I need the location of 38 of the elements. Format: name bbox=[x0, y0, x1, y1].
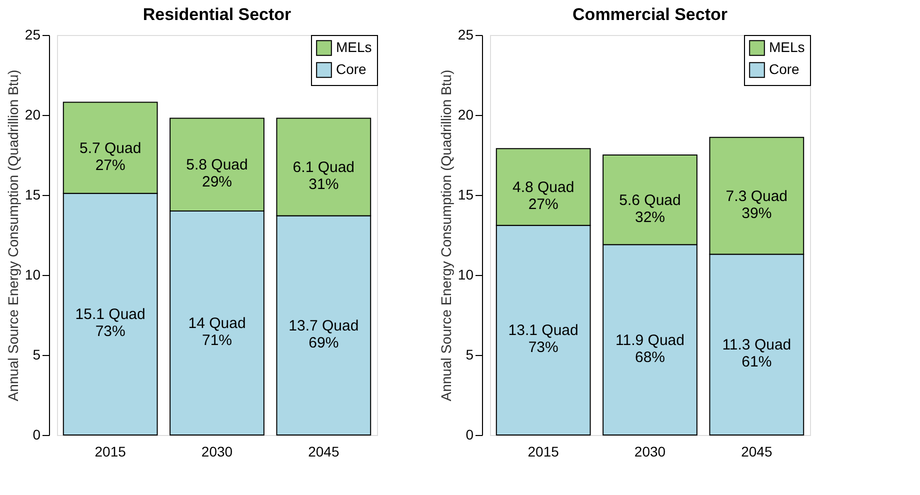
x-tick-label: 2045 bbox=[741, 444, 772, 460]
data-label: 7.3 Quad 39% bbox=[726, 188, 788, 222]
y-tick-label: 25 bbox=[458, 26, 474, 42]
y-tick-label: 0 bbox=[32, 426, 41, 442]
data-label: 13.7 Quad 69% bbox=[288, 317, 359, 352]
legend-label: MELs bbox=[769, 39, 805, 55]
data-label: 6.1 Quad 31% bbox=[292, 159, 355, 193]
y-tick-label: 5 bbox=[32, 346, 41, 362]
data-label: 11.9 Quad 68% bbox=[616, 332, 684, 366]
x-tick-label: 2030 bbox=[201, 444, 233, 460]
y-tick-label: 10 bbox=[24, 266, 41, 282]
data-label: 5.6 Quad 32% bbox=[619, 192, 681, 226]
chart-title: Commercial Sector bbox=[572, 5, 728, 24]
y-tick-label: 0 bbox=[466, 426, 474, 442]
y-tick-label: 20 bbox=[24, 106, 41, 122]
y-axis-title: Annual Source Energy Consumption (Quadrillion Btu) bbox=[4, 70, 21, 402]
data-label: 5.8 Quad 29% bbox=[186, 156, 248, 191]
data-label: 4.8 Quad 27% bbox=[512, 179, 574, 213]
x-tick-label: 2015 bbox=[94, 444, 126, 460]
data-label: 11.3 Quad 61% bbox=[722, 336, 792, 371]
x-tick-label: 2015 bbox=[528, 444, 560, 460]
x-tick-label: 2045 bbox=[308, 444, 340, 460]
data-label: 15.1 Quad 73% bbox=[75, 306, 146, 340]
data-label: 14 Quad 71% bbox=[188, 315, 246, 349]
y-axis-title: Annual Source Energy Consumption (Quadrillion Btu) bbox=[438, 70, 454, 402]
y-tick-label: 5 bbox=[466, 346, 474, 362]
y-tick-label: 20 bbox=[458, 106, 474, 122]
data-label: 5.7 Quad 27% bbox=[79, 140, 142, 174]
chart-title: Residential Sector bbox=[142, 5, 292, 24]
y-tick-label: 15 bbox=[458, 186, 474, 202]
legend-label: Core bbox=[769, 61, 800, 77]
x-tick-label: 2030 bbox=[634, 444, 666, 460]
y-tick-label: 10 bbox=[458, 266, 474, 282]
legend-label: Core bbox=[336, 61, 367, 77]
y-tick-label: 25 bbox=[24, 26, 41, 42]
data-label: 13.1 Quad 73% bbox=[508, 322, 578, 356]
legend-label: MELs bbox=[336, 39, 372, 55]
y-tick-label: 15 bbox=[24, 186, 41, 202]
